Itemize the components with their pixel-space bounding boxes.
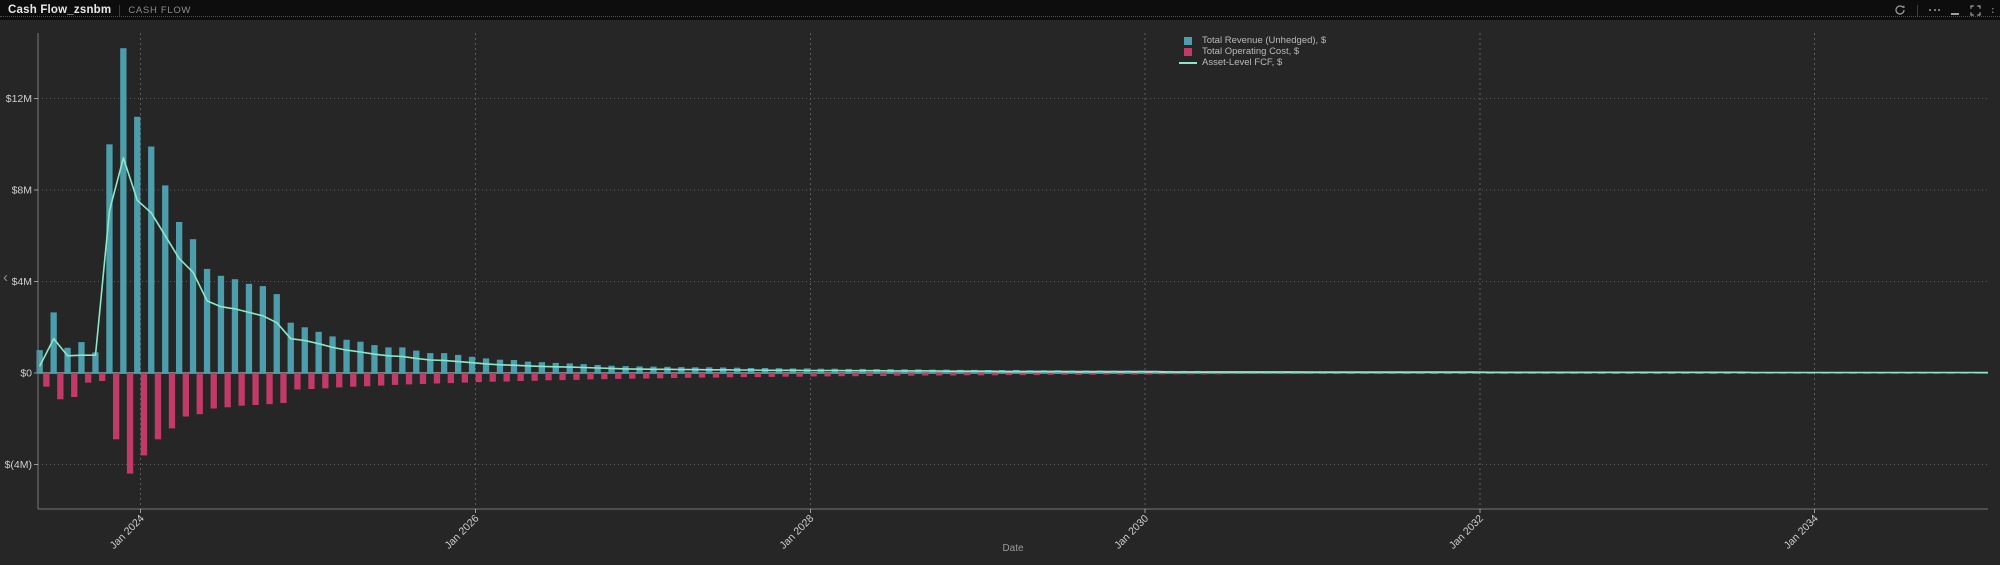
y-tick-label: $(4M) <box>5 459 32 471</box>
legend-label: Asset-Level FCF, $ <box>1202 57 1283 68</box>
x-tick-label: Jan 2030 <box>1112 513 1151 552</box>
y-tick-label: $4M <box>12 276 32 288</box>
panel-header-controls <box>1894 0 1997 20</box>
x-tick-label: Jan 2026 <box>442 513 481 552</box>
fcf-line <box>38 157 1988 374</box>
legend-label: Total Operating Cost, $ <box>1202 46 1300 57</box>
panel-header-left: Cash Flow_zsnbm CASH FLOW <box>8 4 191 16</box>
expand-partial-icon[interactable] <box>1992 5 1997 16</box>
more-options-icon[interactable] <box>1929 9 1940 11</box>
panel-header: Cash Flow_zsnbm CASH FLOW <box>0 0 2000 20</box>
bars-cost <box>43 373 1975 474</box>
h-gridlines <box>38 98 1988 465</box>
x-axis-title: Date <box>1002 543 1024 554</box>
legend-item[interactable]: Total Revenue (Unhedged), $ <box>1179 35 1326 46</box>
bars-revenue <box>36 48 1968 374</box>
y-tick-label: $8M <box>12 185 32 197</box>
legend-item[interactable]: Total Operating Cost, $ <box>1179 46 1326 57</box>
expand-icon[interactable] <box>1970 4 1981 16</box>
x-tick-label: Jan 2028 <box>777 513 816 552</box>
toolbar-divider <box>1917 4 1918 16</box>
v-gridlines <box>140 33 1816 509</box>
chart-area: $12M $8M $4M $0 $(4M) Jan 2024 Jan 2026 Jan 202… <box>0 20 2000 565</box>
legend-swatch-line <box>1179 61 1197 64</box>
panel-subtitle: CASH FLOW <box>128 4 192 16</box>
legend-swatch-square <box>1179 47 1197 56</box>
chart-legend: Total Revenue (Unhedged), $ Total Operati… <box>1179 35 1326 68</box>
x-tick-label: Jan 2032 <box>1447 513 1486 552</box>
x-tick-label: Jan 2024 <box>108 513 147 552</box>
cashflow-chart[interactable]: $12M $8M $4M $0 $(4M) Jan 2024 Jan 2026 Jan 202… <box>0 20 2000 565</box>
axis-ticks <box>34 98 1816 513</box>
x-tick-label: Jan 2034 <box>1782 513 1821 552</box>
legend-swatch-square <box>1179 36 1197 45</box>
legend-label: Total Revenue (Unhedged), $ <box>1202 35 1327 46</box>
y-tick-label: $12M <box>6 93 32 105</box>
refresh-icon[interactable] <box>1894 4 1906 16</box>
y-tick-label: $0 <box>20 368 32 380</box>
legend-item[interactable]: Asset-Level FCF, $ <box>1179 57 1326 68</box>
header-divider <box>119 4 121 16</box>
minimize-icon[interactable] <box>1951 13 1959 15</box>
panel-title: Cash Flow_zsnbm <box>8 4 112 16</box>
chevron-left-icon[interactable]: ‹ <box>3 269 8 286</box>
